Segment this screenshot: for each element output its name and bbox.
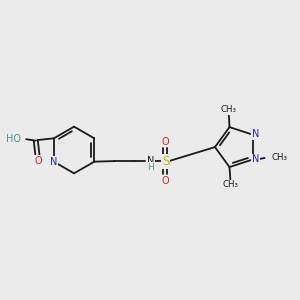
Text: N: N (252, 129, 259, 139)
Text: CH₃: CH₃ (221, 105, 237, 114)
Text: S: S (162, 154, 169, 168)
Text: O: O (161, 176, 169, 186)
Text: H: H (147, 163, 154, 172)
Text: CH₃: CH₃ (272, 154, 288, 163)
Text: HO: HO (6, 134, 21, 144)
Text: N: N (252, 154, 260, 164)
Text: CH₃: CH₃ (222, 180, 238, 189)
Text: N: N (147, 156, 154, 166)
Text: O: O (34, 156, 42, 166)
Text: O: O (161, 136, 169, 146)
Text: N: N (50, 157, 58, 167)
